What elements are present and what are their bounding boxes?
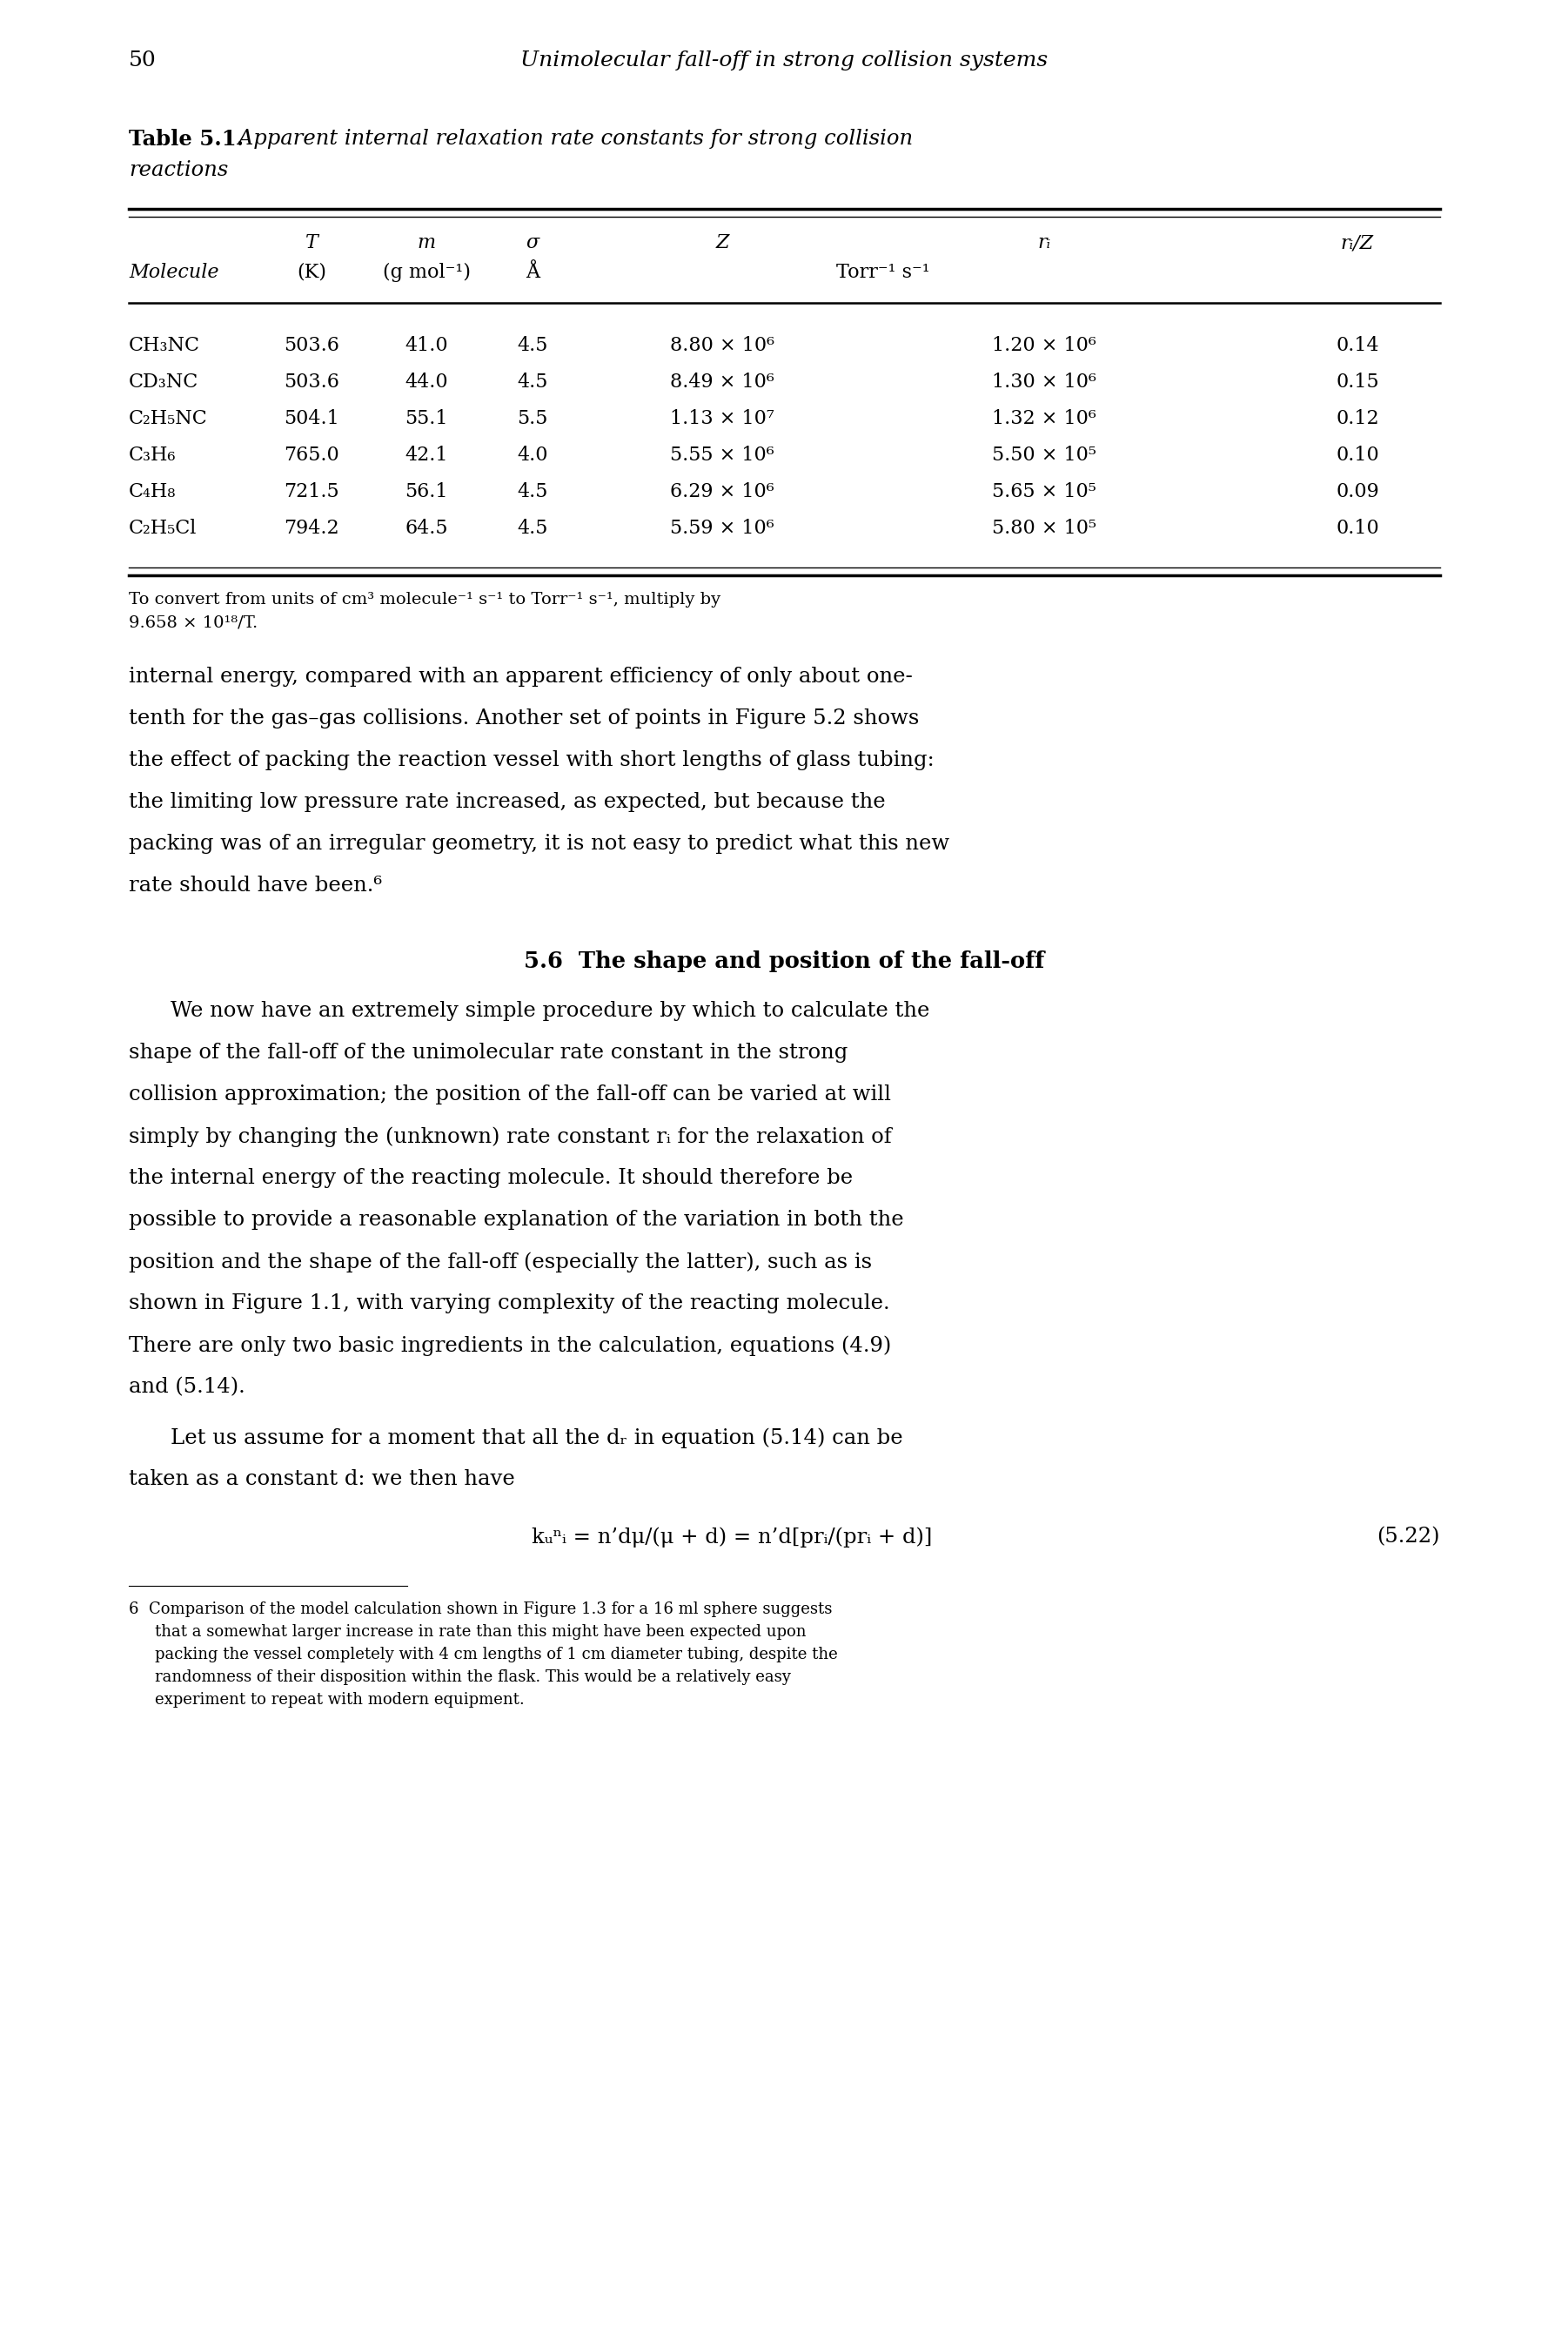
Text: taken as a constant d: we then have: taken as a constant d: we then have [129,1469,514,1490]
Text: 5.65 × 10⁵: 5.65 × 10⁵ [993,482,1096,501]
Text: 4.5: 4.5 [517,482,547,501]
Text: 1.30 × 10⁶: 1.30 × 10⁶ [993,374,1096,392]
Text: possible to provide a reasonable explanation of the variation in both the: possible to provide a reasonable explana… [129,1210,903,1229]
Text: Å: Å [525,263,539,282]
Text: 503.6: 503.6 [284,336,339,355]
Text: reactions: reactions [129,160,229,181]
Text: 4.0: 4.0 [517,446,547,465]
Text: 41.0: 41.0 [405,336,448,355]
Text: 5.50 × 10⁵: 5.50 × 10⁵ [993,446,1096,465]
Text: Table 5.1.: Table 5.1. [129,129,243,150]
Text: 0.12: 0.12 [1336,409,1378,428]
Text: Z: Z [715,233,729,251]
Text: 794.2: 794.2 [284,519,339,538]
Text: 6  Comparison of the model calculation shown in Figure 1.3 for a 16 ml sphere su: 6 Comparison of the model calculation sh… [129,1600,833,1617]
Text: 1.32 × 10⁶: 1.32 × 10⁶ [993,409,1096,428]
Text: 50: 50 [129,49,157,70]
Text: Torr⁻¹ s⁻¹: Torr⁻¹ s⁻¹ [836,263,930,282]
Text: 4.5: 4.5 [517,374,547,392]
Text: tenth for the gas–gas collisions. Another set of points in Figure 5.2 shows: tenth for the gas–gas collisions. Anothe… [129,707,919,728]
Text: experiment to repeat with modern equipment.: experiment to repeat with modern equipme… [155,1692,524,1708]
Text: 56.1: 56.1 [405,482,448,501]
Text: To convert from units of cm³ molecule⁻¹ s⁻¹ to Torr⁻¹ s⁻¹, multiply by: To convert from units of cm³ molecule⁻¹ … [129,592,721,609]
Text: Molecule: Molecule [129,263,220,282]
Text: 0.10: 0.10 [1336,446,1380,465]
Text: internal energy, compared with an apparent efficiency of only about one-: internal energy, compared with an appare… [129,667,913,686]
Text: and (5.14).: and (5.14). [129,1377,245,1396]
Text: T: T [306,233,318,251]
Text: the limiting low pressure rate increased, as expected, but because the: the limiting low pressure rate increased… [129,792,886,813]
Text: (K): (K) [296,263,326,282]
Text: 0.10: 0.10 [1336,519,1380,538]
Text: collision approximation; the position of the fall-off can be varied at will: collision approximation; the position of… [129,1083,891,1104]
Text: 1.20 × 10⁶: 1.20 × 10⁶ [993,336,1096,355]
Text: CH₃NC: CH₃NC [129,336,201,355]
Text: 6.29 × 10⁶: 6.29 × 10⁶ [670,482,775,501]
Text: 503.6: 503.6 [284,374,339,392]
Text: 5.6  The shape and position of the fall-off: 5.6 The shape and position of the fall-o… [524,949,1044,973]
Text: CD₃NC: CD₃NC [129,374,199,392]
Text: 9.658 × 10¹⁸/T.: 9.658 × 10¹⁸/T. [129,613,257,630]
Text: 5.55 × 10⁶: 5.55 × 10⁶ [670,446,775,465]
Text: the effect of packing the reaction vessel with short lengths of glass tubing:: the effect of packing the reaction vesse… [129,750,935,771]
Text: 4.5: 4.5 [517,519,547,538]
Text: rᵢ: rᵢ [1038,233,1051,251]
Text: 1.13 × 10⁷: 1.13 × 10⁷ [670,409,775,428]
Text: C₂H₅Cl: C₂H₅Cl [129,519,198,538]
Text: Let us assume for a moment that all the dᵣ in equation (5.14) can be: Let us assume for a moment that all the … [171,1426,903,1448]
Text: position and the shape of the fall-off (especially the latter), such as is: position and the shape of the fall-off (… [129,1253,872,1271]
Text: simply by changing the (unknown) rate constant rᵢ for the relaxation of: simply by changing the (unknown) rate co… [129,1126,892,1147]
Text: shown in Figure 1.1, with varying complexity of the reacting molecule.: shown in Figure 1.1, with varying comple… [129,1293,889,1314]
Text: 0.09: 0.09 [1336,482,1380,501]
Text: C₄H₈: C₄H₈ [129,482,176,501]
Text: 8.80 × 10⁶: 8.80 × 10⁶ [670,336,775,355]
Text: σ: σ [525,233,539,251]
Text: kᵤⁿᵢ = n’dμ/(μ + d) = n’d[prᵢ/(prᵢ + d)]: kᵤⁿᵢ = n’dμ/(μ + d) = n’d[prᵢ/(prᵢ + d)] [532,1528,933,1546]
Text: 0.15: 0.15 [1336,374,1378,392]
Text: randomness of their disposition within the flask. This would be a relatively eas: randomness of their disposition within t… [155,1668,790,1685]
Text: C₃H₆: C₃H₆ [129,446,176,465]
Text: the internal energy of the reacting molecule. It should therefore be: the internal energy of the reacting mole… [129,1168,853,1189]
Text: 0.14: 0.14 [1336,336,1378,355]
Text: There are only two basic ingredients in the calculation, equations (4.9): There are only two basic ingredients in … [129,1335,891,1356]
Text: (5.22): (5.22) [1377,1528,1439,1546]
Text: 5.80 × 10⁵: 5.80 × 10⁵ [993,519,1096,538]
Text: Unimolecular fall-off in strong collision systems: Unimolecular fall-off in strong collisio… [521,49,1047,70]
Text: packing was of an irregular geometry, it is not easy to predict what this new: packing was of an irregular geometry, it… [129,834,950,853]
Text: 55.1: 55.1 [405,409,448,428]
Text: 8.49 × 10⁶: 8.49 × 10⁶ [670,374,775,392]
Text: Apparent internal relaxation rate constants for strong collision: Apparent internal relaxation rate consta… [232,129,913,148]
Text: C₂H₅NC: C₂H₅NC [129,409,207,428]
Text: 5.59 × 10⁶: 5.59 × 10⁶ [670,519,775,538]
Text: rate should have been.⁶: rate should have been.⁶ [129,877,383,895]
Text: 42.1: 42.1 [405,446,448,465]
Text: 64.5: 64.5 [405,519,448,538]
Text: 4.5: 4.5 [517,336,547,355]
Text: m: m [417,233,436,251]
Text: (g mol⁻¹): (g mol⁻¹) [383,263,470,282]
Text: 5.5: 5.5 [517,409,547,428]
Text: shape of the fall-off of the unimolecular rate constant in the strong: shape of the fall-off of the unimolecula… [129,1043,848,1062]
Text: that a somewhat larger increase in rate than this might have been expected upon: that a somewhat larger increase in rate … [155,1624,806,1640]
Text: 765.0: 765.0 [284,446,339,465]
Text: 44.0: 44.0 [405,374,448,392]
Text: rᵢ/Z: rᵢ/Z [1341,233,1374,251]
Text: packing the vessel completely with 4 cm lengths of 1 cm diameter tubing, despite: packing the vessel completely with 4 cm … [155,1647,837,1661]
Text: 504.1: 504.1 [284,409,339,428]
Text: We now have an extremely simple procedure by which to calculate the: We now have an extremely simple procedur… [171,1001,930,1020]
Text: 721.5: 721.5 [284,482,339,501]
